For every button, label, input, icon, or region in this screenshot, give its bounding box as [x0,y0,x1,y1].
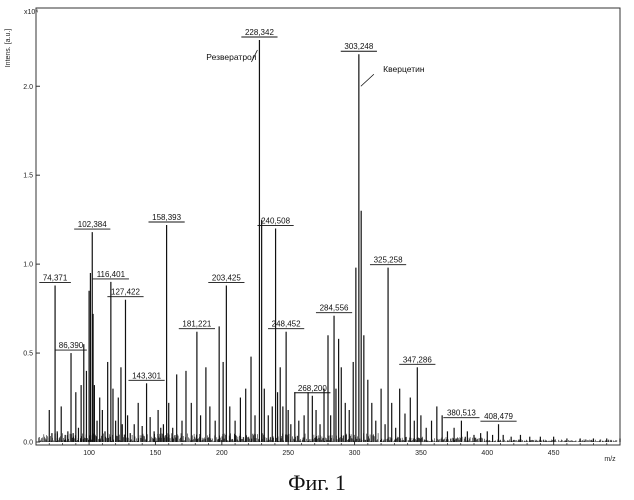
peak-label: 268,200 [298,384,327,393]
x-tick-label: 450 [548,450,560,457]
peak-label: 303,248 [344,42,373,51]
compound-annotations: Резвератрол Кверцетин [206,50,425,86]
peak-label: 228,342 [245,28,274,37]
peak-label: 143,301 [132,371,161,380]
compound-annotation: Резвератрол [206,52,256,62]
annotation-leader-line [361,74,374,86]
x-tick-label: 350 [415,450,427,457]
y-tick-label: 1.0 [23,262,33,269]
peak-label: 240,508 [261,217,290,226]
y-axis-label: Intens. [a.u.] [5,29,12,68]
peak-label: 203,425 [212,273,241,282]
y-tick-label: 0.5 [23,351,33,358]
y-tick-label: 0.0 [23,440,33,447]
y-axis: 0.0 0.5 1.0 1.5 2.0 [23,84,40,447]
peak-label: 408,479 [484,412,513,421]
x-tick-label: 300 [349,450,361,457]
y-tick-label: 2.0 [23,84,33,91]
peak-label: 127,422 [111,288,140,297]
peak-label: 248,452 [272,320,301,329]
x-tick-label: 100 [83,450,95,457]
x-axis-label: m/z [604,456,616,463]
x-tick-label: 150 [150,450,162,457]
compound-annotation: Кверцетин [383,64,425,74]
peak-label: 102,384 [78,220,107,229]
x-tick-label: 400 [481,450,493,457]
y-tick-label: 1.5 [23,173,33,180]
x-axis: 100 150 200 250 300 350 400 450 [49,441,606,457]
peak-label: 347,286 [403,355,432,364]
peak-label: 116,401 [97,270,126,279]
peak-label: 284,556 [320,304,349,313]
peak-label: 86,390 [59,341,84,350]
figure-caption: Фиг. 1 [0,470,634,496]
x-tick-label: 200 [216,450,228,457]
peak-label: 325,258 [374,256,403,265]
peak-label: 74,371 [43,273,68,282]
y-axis-multiplier: x10⁴ [24,9,38,16]
x-tick-label: 250 [282,450,294,457]
peak-label: 181,221 [182,320,211,329]
spectrum-peaks [49,40,620,442]
peak-label: 380,513 [447,409,476,418]
peak-label: 158,393 [152,213,181,222]
